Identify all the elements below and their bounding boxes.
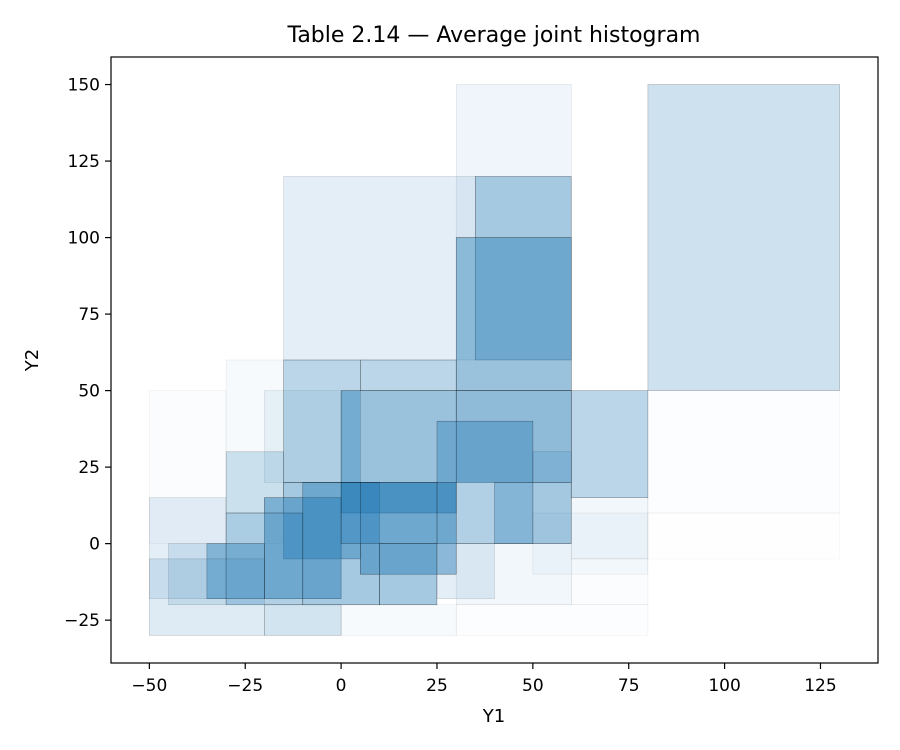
histogram-bins	[149, 84, 840, 636]
x-tick-label-6: 100	[708, 676, 740, 696]
histogram-bin-13	[283, 359, 361, 483]
histogram-bin-19	[283, 482, 361, 560]
histogram-bin-37	[532, 451, 572, 544]
histogram-bin-4	[283, 176, 476, 361]
histogram-bin-30	[149, 558, 265, 636]
x-tick-label-5: 75	[618, 676, 640, 696]
y-tick-label-7: 150	[68, 76, 100, 96]
y-tick-label-3: 50	[78, 382, 100, 402]
histogram-bin-5	[475, 176, 572, 361]
y-tick-label-5: 100	[68, 229, 100, 249]
histogram-bin-18	[494, 482, 572, 544]
histogram-bin-34	[455, 543, 572, 606]
histogram-bin-16	[455, 390, 572, 483]
histogram-bin-1	[647, 390, 840, 514]
histogram-bin-36	[570, 558, 649, 606]
histogram-bin-10	[264, 390, 342, 483]
y-tick-label-0: −25	[64, 611, 100, 631]
y-tick-label-4: 75	[78, 305, 100, 325]
x-axis-label: Y1	[482, 706, 505, 727]
y-tick-label-2: 25	[78, 458, 100, 478]
histogram-bin-2	[647, 512, 840, 560]
histogram-bin-9	[225, 359, 284, 544]
x-tick-label-3: 25	[426, 676, 448, 696]
plot-frame	[110, 56, 879, 664]
histogram-bin-12	[149, 390, 227, 544]
y-axis-label: Y2	[22, 349, 43, 372]
histogram-bin-29	[149, 497, 227, 599]
y-tick-label-6: 125	[68, 152, 100, 172]
histogram-bin-11	[225, 451, 284, 514]
histogram-bin-28	[168, 543, 227, 606]
histogram-bin-8	[570, 497, 649, 560]
x-tick-label-7: 125	[804, 676, 836, 696]
histogram-bin-24	[379, 543, 438, 606]
histogram-bin-33	[455, 604, 649, 636]
histogram-bin-22	[360, 482, 457, 575]
histogram-bin-25	[436, 543, 495, 599]
histogram-bin-27	[206, 543, 265, 599]
histogram-bin-23	[340, 482, 438, 544]
x-tick-label-0: −50	[131, 676, 167, 696]
histogram-bin-31	[264, 604, 342, 636]
histogram-bin-0	[647, 84, 840, 391]
x-tick-label-4: 50	[522, 676, 544, 696]
y-tick-label-1: 0	[89, 535, 100, 555]
histogram-bin-21	[302, 482, 380, 606]
histogram-bin-32	[340, 604, 457, 636]
histogram-bin-6	[455, 237, 572, 391]
histogram-bin-3	[455, 84, 572, 238]
x-tick-label-1: −25	[227, 676, 263, 696]
histogram-bin-7	[570, 390, 649, 498]
chart-title: Table 2.14 — Average joint histogram	[287, 23, 701, 48]
y-axis-ticks: −25 0 25 50 75 100 125 150	[64, 76, 111, 631]
histogram-bin-14	[360, 359, 457, 391]
x-axis-ticks: −50 −25 0 25 50 75 100 125	[131, 663, 837, 696]
x-tick-label-2: 0	[336, 676, 347, 696]
histogram-bin-35	[532, 512, 649, 575]
